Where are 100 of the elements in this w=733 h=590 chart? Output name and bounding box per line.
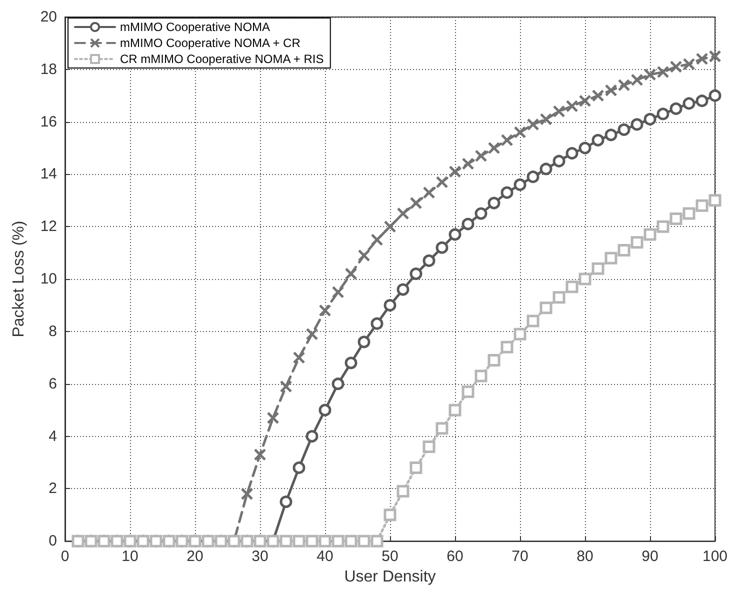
point (644, 112, 656, 126)
point (708, 50, 722, 63)
point (552, 291, 566, 304)
point (318, 404, 332, 416)
point (630, 74, 644, 86)
point (514, 178, 526, 191)
point (358, 249, 370, 262)
point (578, 94, 592, 108)
x-tick-label: 0 (60, 548, 70, 566)
point (696, 94, 708, 108)
point (344, 534, 358, 548)
point (358, 336, 370, 348)
point (682, 207, 696, 220)
point (696, 52, 708, 66)
point (526, 314, 540, 328)
legend-label: CR mMIMO Cooperative NOMA + RIS (120, 52, 324, 66)
point (474, 370, 488, 382)
point (396, 207, 410, 220)
point (604, 128, 618, 142)
y-tick-label: 20 (40, 8, 57, 26)
point (384, 220, 396, 233)
point (358, 534, 370, 548)
y-axis-title: Packet Loss (%) (10, 220, 28, 338)
point (708, 89, 722, 102)
point (292, 351, 306, 364)
point (708, 194, 722, 207)
x-tick-label: 60 (446, 548, 464, 566)
x-tick-label: 10 (122, 548, 138, 566)
point (604, 252, 618, 264)
point (292, 534, 306, 548)
y-tick-label: 14 (40, 166, 57, 183)
point (396, 485, 410, 498)
x-axis-title: User Density (344, 568, 436, 586)
point (644, 228, 656, 241)
point (488, 196, 500, 210)
point (292, 461, 306, 474)
point (332, 534, 344, 548)
point (436, 422, 448, 435)
point (410, 196, 422, 210)
point (306, 534, 318, 548)
point (436, 241, 448, 254)
y-tick-label: 4 (48, 428, 57, 445)
point (540, 302, 552, 314)
point (254, 448, 266, 461)
point (384, 299, 396, 312)
point (566, 147, 578, 160)
point (696, 199, 708, 212)
point (332, 286, 344, 298)
point (566, 100, 578, 112)
x-tick-label: 100 (702, 548, 728, 566)
point (630, 236, 644, 249)
point (682, 58, 696, 70)
point (474, 150, 488, 162)
point (344, 268, 358, 280)
point (306, 328, 318, 340)
x-tick-label: 50 (382, 548, 398, 566)
point (280, 380, 292, 393)
y-tick-label: 16 (40, 113, 57, 130)
legend-label: mMIMO Cooperative NOMA (120, 20, 270, 34)
point (500, 340, 514, 354)
point (552, 154, 566, 168)
point (578, 272, 592, 286)
point (488, 354, 500, 367)
x-tick-label: 80 (576, 548, 594, 566)
point (644, 68, 656, 81)
point (618, 78, 630, 92)
point (592, 89, 604, 102)
point (370, 317, 384, 330)
point (422, 440, 436, 454)
point (604, 84, 618, 97)
point (540, 112, 552, 126)
point (656, 220, 670, 233)
point (462, 158, 474, 170)
point (488, 142, 500, 154)
point (422, 254, 436, 267)
point (670, 60, 682, 74)
point (422, 186, 436, 199)
point (448, 228, 462, 241)
point (448, 165, 462, 178)
x-tick-label: 30 (252, 548, 268, 566)
point (384, 508, 396, 522)
point (682, 97, 696, 110)
y-tick-label: 10 (40, 270, 57, 288)
point (670, 212, 682, 226)
point (500, 186, 514, 199)
point (240, 488, 254, 500)
point (656, 108, 670, 120)
y-tick-label: 8 (48, 322, 57, 340)
point (410, 268, 422, 280)
point (448, 404, 462, 416)
x-tick-label: 90 (642, 548, 658, 566)
point (526, 118, 540, 131)
point (474, 207, 488, 220)
x-tick-label: 70 (512, 548, 528, 566)
point (370, 233, 384, 246)
point (592, 134, 604, 146)
point (514, 126, 526, 139)
point (514, 328, 526, 340)
point (618, 244, 630, 256)
y-tick-label: 18 (40, 60, 57, 78)
